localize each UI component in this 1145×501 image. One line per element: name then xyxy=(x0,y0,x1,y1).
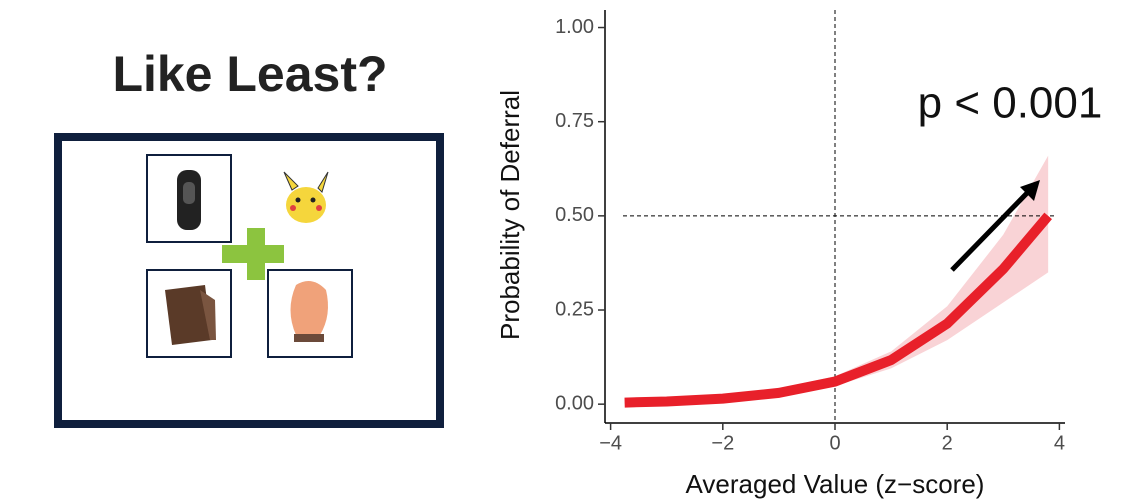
item-wallet xyxy=(147,270,231,357)
confidence-band xyxy=(625,156,1049,404)
x-tick-label: −4 xyxy=(599,432,622,454)
item-lamp xyxy=(268,270,352,357)
x-tick-label: 4 xyxy=(1054,432,1065,454)
y-tick-label: 0.75 xyxy=(555,110,594,132)
x-tick-label: 0 xyxy=(829,432,840,454)
panel-title: Like Least? xyxy=(112,46,387,102)
x-axis-label: Averaged Value (z−score) xyxy=(686,469,985,499)
y-tick-label: 0.25 xyxy=(555,298,594,320)
y-axis-label: Probability of Deferral xyxy=(495,90,525,340)
figure: Like Least? Probability of Deferral Aver… xyxy=(0,0,1145,501)
x-tick-label: −2 xyxy=(711,432,734,454)
choice-box xyxy=(58,137,440,424)
y-tick-label: 0.50 xyxy=(555,204,594,226)
y-tick-label: 1.00 xyxy=(555,16,594,38)
item-toy xyxy=(284,172,328,223)
y-tick-label: 0.00 xyxy=(555,392,594,414)
annotation: p < 0.001 xyxy=(918,79,1103,128)
item-watch xyxy=(147,155,231,242)
page: {"panel": {"title": "Like Least?"}, "cha… xyxy=(0,0,1145,501)
x-tick-label: 2 xyxy=(942,432,953,454)
